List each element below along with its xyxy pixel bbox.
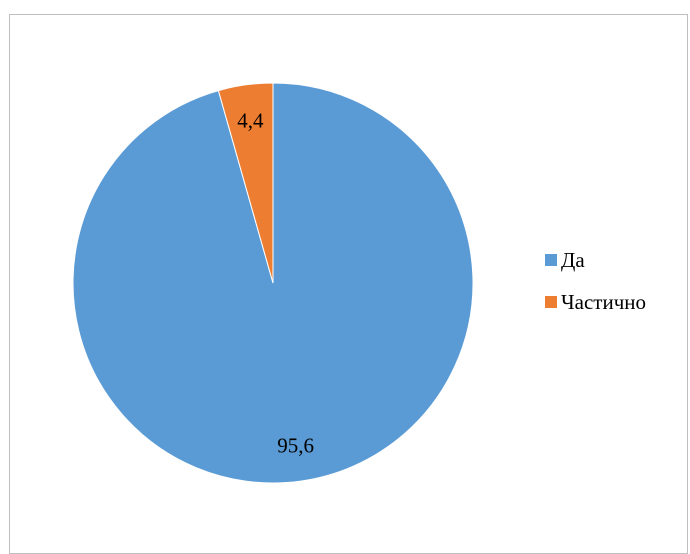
pie-data-labels: 95,6 4,4 (237, 109, 314, 458)
legend-label-chastichno: Частично (561, 289, 647, 314)
legend-swatch-chastichno (545, 296, 557, 308)
data-label-chastichno: 4,4 (237, 109, 264, 133)
legend-swatch-da (545, 254, 557, 266)
legend-label-da: Да (561, 247, 585, 272)
legend-item-da: Да (545, 248, 685, 272)
legend-item-chastichno: Частично (545, 290, 685, 314)
pie-slice-chastichno (217, 82, 274, 284)
data-label-da: 95,6 (277, 433, 314, 457)
pie-slices (72, 82, 474, 484)
chart-legend: Да Частично (545, 248, 685, 332)
